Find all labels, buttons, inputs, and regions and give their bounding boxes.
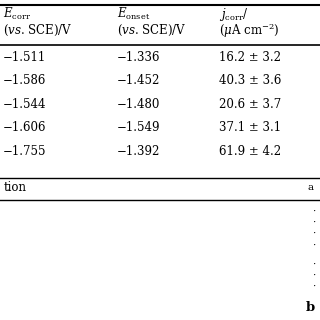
Text: ($vs$. SCE)/V: ($vs$. SCE)/V: [3, 23, 73, 38]
Text: ($vs$. SCE)/V: ($vs$. SCE)/V: [117, 23, 186, 38]
Text: −1.452: −1.452: [117, 75, 160, 87]
Text: −1.544: −1.544: [3, 98, 47, 111]
Text: ·: ·: [312, 229, 315, 238]
Text: tion: tion: [3, 181, 26, 194]
Text: −1.392: −1.392: [117, 145, 160, 157]
Text: 61.9 ± 4.2: 61.9 ± 4.2: [219, 145, 281, 157]
Text: $E_\mathrm{onset}$: $E_\mathrm{onset}$: [117, 6, 150, 22]
Text: −1.755: −1.755: [3, 145, 47, 157]
Text: −1.511: −1.511: [3, 51, 46, 64]
Text: ($\mu$A cm$^{-2}$): ($\mu$A cm$^{-2}$): [219, 21, 280, 40]
Text: −1.480: −1.480: [117, 98, 160, 111]
Text: −1.586: −1.586: [3, 75, 47, 87]
Text: −1.606: −1.606: [3, 121, 47, 134]
Text: ·: ·: [312, 207, 315, 216]
Text: $E_\mathrm{corr}$: $E_\mathrm{corr}$: [3, 6, 31, 22]
Text: ·: ·: [312, 218, 315, 227]
Text: ·: ·: [312, 240, 315, 249]
Text: 40.3 ± 3.6: 40.3 ± 3.6: [219, 75, 282, 87]
Text: ·: ·: [312, 271, 315, 280]
Text: −1.336: −1.336: [117, 51, 160, 64]
Text: ·: ·: [312, 260, 315, 268]
Text: 20.6 ± 3.7: 20.6 ± 3.7: [219, 98, 282, 111]
Text: ·: ·: [312, 282, 315, 291]
Text: $j_\mathrm{corr}$/: $j_\mathrm{corr}$/: [219, 6, 249, 23]
Text: 37.1 ± 3.1: 37.1 ± 3.1: [219, 121, 281, 134]
Text: a: a: [308, 183, 314, 192]
Text: b: b: [306, 301, 315, 314]
Text: −1.549: −1.549: [117, 121, 160, 134]
Text: 16.2 ± 3.2: 16.2 ± 3.2: [219, 51, 281, 64]
